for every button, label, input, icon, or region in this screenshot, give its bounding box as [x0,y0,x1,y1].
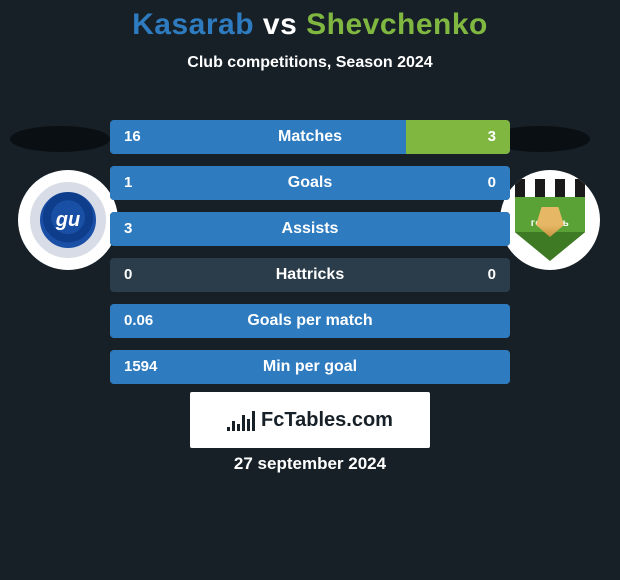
stat-row: 163Matches [110,120,510,154]
stat-row: 10Goals [110,166,510,200]
crest-left-inner: gu [30,182,106,258]
crest-right-shield: гомель [515,179,585,261]
attribution-text: FcTables.com [261,409,393,432]
crest-left-text: gu [40,192,96,248]
attribution-badge: FcTables.com [190,392,430,448]
page-title: Kasarab vs Shevchenko [0,0,620,42]
stat-row: 3Assists [110,212,510,246]
stat-label: Matches [110,120,510,154]
player2-name: Shevchenko [306,8,488,41]
title-vs: vs [263,8,297,41]
club-crest-left: gu [18,170,118,270]
stat-label: Goals [110,166,510,200]
crest-right-battlements [515,179,585,197]
shadow-left [10,126,110,152]
stat-row: 00Hattricks [110,258,510,292]
stats-panel: 163Matches 10Goals 3Assists 00Hattricks 0.06… [110,120,510,396]
club-crest-right: гомель [500,170,600,270]
stat-label: Min per goal [110,350,510,384]
subtitle: Club competitions, Season 2024 [0,54,620,72]
comparison-card: Kasarab vs Shevchenko Club competitions,… [0,0,620,72]
stat-label: Assists [110,212,510,246]
bar-chart-icon [227,409,255,431]
stat-label: Hattricks [110,258,510,292]
stat-label: Goals per match [110,304,510,338]
stat-row: 1594Min per goal [110,350,510,384]
date-label: 27 september 2024 [0,454,620,474]
player1-name: Kasarab [132,8,254,41]
stat-row: 0.06Goals per match [110,304,510,338]
